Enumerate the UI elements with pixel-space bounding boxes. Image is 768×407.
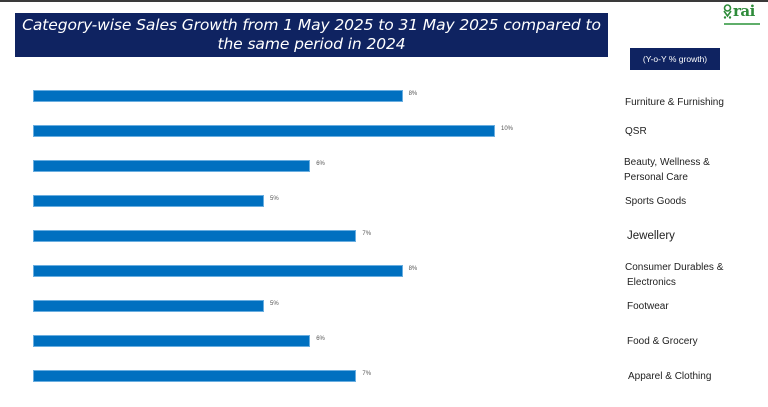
bar <box>33 335 311 347</box>
bar <box>33 195 264 207</box>
category-label: Consumer Durables & Electronics <box>625 260 723 290</box>
bar-row: 8% Furniture & Furnishing <box>0 90 768 120</box>
bar-row: 5% Footwear <box>0 300 768 330</box>
category-label-line1: Footwear <box>627 301 669 312</box>
category-label: Sports Goods <box>625 194 686 209</box>
category-label-line1: Sports Goods <box>625 196 687 207</box>
bar <box>33 160 311 172</box>
bar-row: 5% Sports Goods <box>0 195 768 225</box>
category-label-line1: Food & Grocery <box>627 336 698 347</box>
bar-value-label: 7% <box>362 371 372 377</box>
bar-value-label: 6% <box>316 336 325 342</box>
bar-value-label: 5% <box>270 301 279 307</box>
category-label-line1: Beauty, Wellness & <box>624 157 710 168</box>
logo-text: rai <box>733 2 755 20</box>
category-label: Footwear <box>627 299 669 314</box>
bar <box>33 90 403 102</box>
bar <box>33 230 357 242</box>
chart-title-text: Category-wise Sales Growth from 1 May 20… <box>22 16 601 53</box>
category-label: Jewellery <box>627 229 675 244</box>
unit-badge-text: (Y-o-Y % growth) <box>642 54 708 64</box>
category-label-line1: Apparel & Clothing <box>628 371 712 382</box>
category-label-line1: QSR <box>625 126 647 137</box>
bar-value-label: 10% <box>501 126 514 132</box>
logo-tagline <box>724 23 760 25</box>
bar <box>33 370 357 382</box>
top-border <box>0 0 768 2</box>
bar-row: 7% Jewellery <box>0 230 768 260</box>
bar-value-label: 6% <box>316 161 325 167</box>
logo: rai <box>722 2 762 26</box>
bar <box>33 265 403 277</box>
unit-badge: (Y-o-Y % growth) <box>630 48 720 70</box>
chart-title: Category-wise Sales Growth from 1 May 20… <box>15 13 608 57</box>
category-label: Apparel & Clothing <box>628 369 711 384</box>
bar <box>33 125 495 137</box>
category-label: QSR <box>625 124 647 139</box>
category-label: Furniture & Furnishing <box>625 95 724 110</box>
bar-value-label: 8% <box>408 266 418 272</box>
bar-value-label: 7% <box>362 231 372 237</box>
bar-value-label: 8% <box>408 91 418 97</box>
bar <box>33 300 264 312</box>
category-label-line2: Personal Care <box>624 172 688 183</box>
bar-row: 6% Beauty, Wellness & Personal Care <box>0 157 768 190</box>
shopping-cart-icon <box>723 4 732 19</box>
bar-row: 7% Apparel & Clothing <box>0 370 768 400</box>
category-label: Beauty, Wellness & Personal Care <box>624 155 710 185</box>
bar-row: 8% Consumer Durables & Electronics <box>0 262 768 295</box>
bar-row: 10% QSR <box>0 125 768 155</box>
category-label-line1: Consumer Durables & <box>625 262 724 273</box>
category-label-line1: Jewellery <box>627 230 675 242</box>
bar-row: 6% Food & Grocery <box>0 335 768 365</box>
category-label: Food & Grocery <box>627 334 698 349</box>
category-label-line2: Electronics <box>627 277 676 288</box>
bar-value-label: 5% <box>270 196 279 202</box>
category-label-line1: Furniture & Furnishing <box>625 97 724 108</box>
